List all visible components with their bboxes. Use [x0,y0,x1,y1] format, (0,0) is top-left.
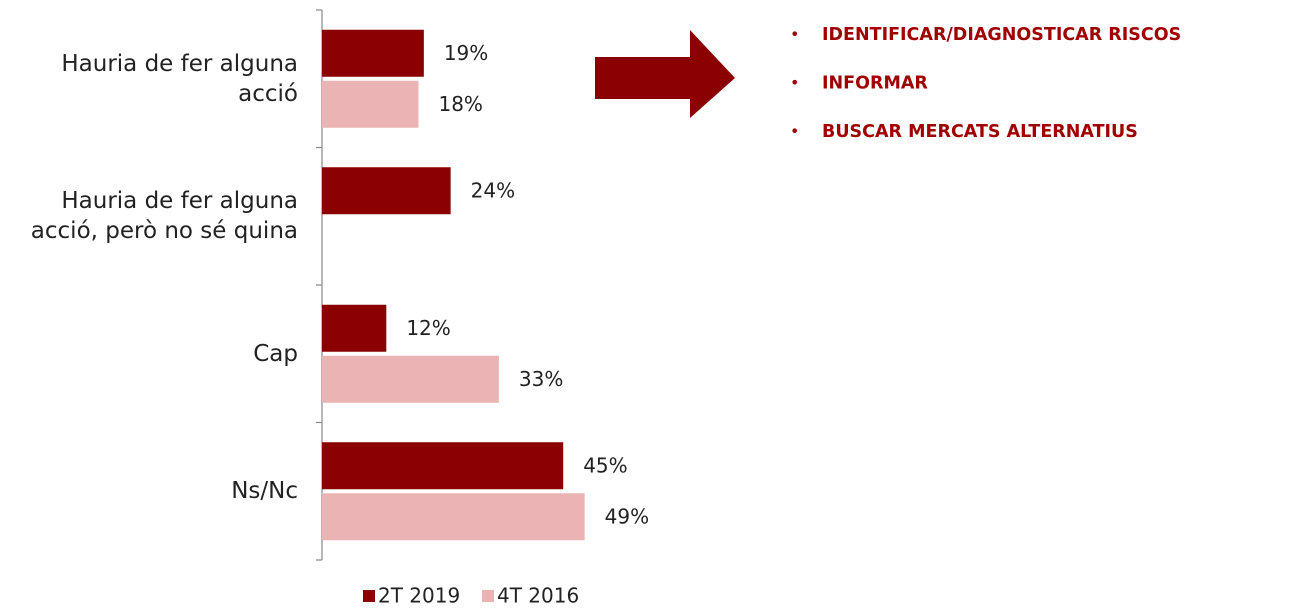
legend-label: 4T 2016 [497,584,579,608]
bar [322,493,585,541]
bar [322,167,451,215]
category-label: Cap [253,340,298,367]
category-label: Hauria de fer alguna acció [61,50,298,107]
data-label: 49% [605,504,649,528]
data-label: 18% [438,92,482,116]
data-label: 19% [444,41,488,65]
data-label: 12% [406,316,450,340]
bullet: • [790,25,799,44]
annotation: IDENTIFICAR/DIAGNOSTICAR RISCOS [822,25,1181,45]
category-label: Ns/Nc [231,478,298,505]
annotation: INFORMAR [822,74,928,94]
legend-swatch [482,590,494,602]
arrow [595,30,735,118]
bullet: • [790,122,799,141]
bullet: • [790,73,799,92]
legend-label: 2T 2019 [378,584,460,608]
data-label: 45% [583,453,627,477]
bar [322,80,419,128]
bar [322,355,499,403]
annotation: BUSCAR MERCATS ALTERNATIUS [822,122,1138,142]
data-label: 24% [471,178,515,202]
bar [322,304,387,352]
bar [322,29,424,77]
data-label: 33% [519,367,563,391]
category-label: Hauria de fer alguna acció, però no sé q… [30,188,298,245]
bar [322,442,564,490]
legend-swatch [363,590,375,602]
